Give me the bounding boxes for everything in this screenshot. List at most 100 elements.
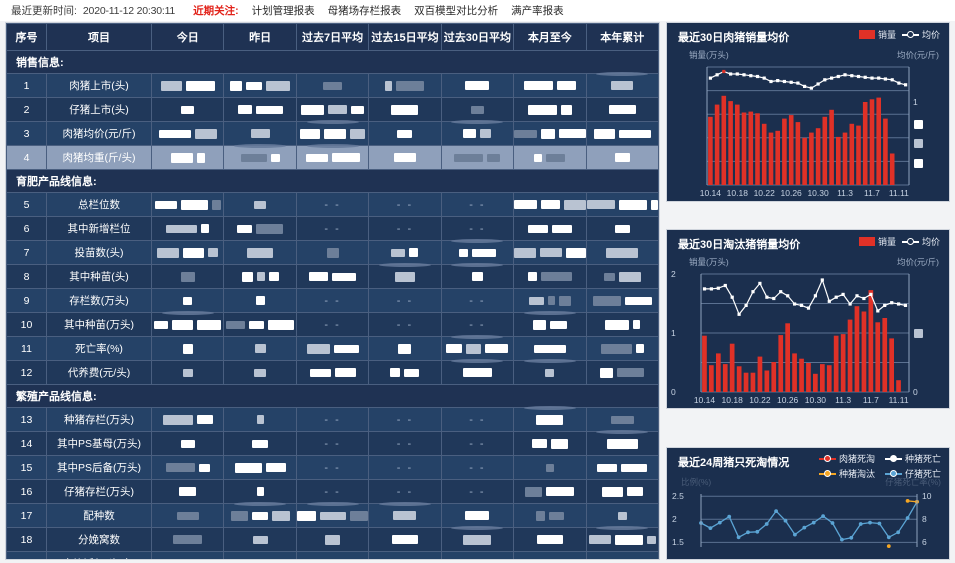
line-marker[interactable] bbox=[744, 303, 748, 307]
line-marker[interactable] bbox=[709, 287, 713, 291]
line-marker[interactable] bbox=[820, 278, 824, 282]
bar[interactable] bbox=[708, 116, 713, 185]
line-marker[interactable] bbox=[903, 303, 908, 307]
bar[interactable] bbox=[741, 112, 747, 186]
table-row[interactable]: 2 仔猪上市(头) bbox=[6, 97, 659, 122]
bar[interactable] bbox=[883, 118, 888, 185]
line-marker[interactable] bbox=[862, 296, 866, 301]
bar[interactable] bbox=[761, 123, 767, 185]
legend-item-avg-price[interactable]: 均价 bbox=[901, 28, 940, 41]
data-point[interactable] bbox=[811, 520, 816, 525]
line-marker[interactable] bbox=[708, 76, 712, 80]
table-row[interactable]: 8 其中种苗(头) bbox=[6, 263, 659, 289]
line-marker[interactable] bbox=[841, 292, 845, 296]
bar[interactable] bbox=[847, 319, 853, 392]
line-marker[interactable] bbox=[749, 74, 753, 78]
line-marker[interactable] bbox=[863, 75, 867, 79]
chart-panel-weekly-mortality[interactable]: 最近24周猪只死淘情况 肉猪死淘 种猪死亡 种猪淘汰 仔猪死亡 bbox=[666, 447, 950, 560]
chart2-plot-area[interactable]: 10.14 10.18 10.22 10.26 10.30 11.3 11.7 11.11 0 1… bbox=[667, 269, 949, 408]
data-point[interactable] bbox=[783, 518, 788, 523]
bar[interactable] bbox=[775, 130, 780, 185]
data-point[interactable] bbox=[886, 535, 891, 540]
bar[interactable] bbox=[889, 338, 894, 392]
bar[interactable] bbox=[750, 372, 756, 392]
line-marker[interactable] bbox=[836, 74, 840, 79]
link-plan-management-report[interactable]: 计划管理报表 bbox=[251, 5, 315, 17]
line-marker[interactable] bbox=[772, 296, 776, 301]
table-row[interactable]: 1 肉猪上市(头) bbox=[6, 72, 659, 98]
line-marker[interactable] bbox=[809, 86, 813, 90]
line-marker[interactable] bbox=[716, 286, 720, 290]
link-sow-farm-inventory-report[interactable]: 母猪场存栏报表 bbox=[327, 5, 402, 17]
bar[interactable] bbox=[795, 122, 801, 185]
data-point[interactable] bbox=[868, 520, 872, 525]
table-row[interactable]: 5 总栏位数 - - - - - - bbox=[6, 192, 659, 217]
line-marker[interactable] bbox=[869, 292, 873, 296]
data-point[interactable] bbox=[905, 499, 910, 503]
bar[interactable] bbox=[854, 306, 860, 392]
data-point[interactable] bbox=[717, 520, 722, 525]
table-row[interactable]: 12 代养费(元/头) bbox=[6, 359, 659, 385]
bar[interactable] bbox=[822, 116, 828, 185]
line-marker[interactable] bbox=[816, 82, 820, 86]
bar[interactable] bbox=[849, 123, 855, 185]
chart-panel-fattening-pig-sales[interactable]: 最近30日肉猪销量均价 销量 均价 销量(万头) 均价(元/斤) 10.14 10… bbox=[666, 22, 950, 202]
line-marker[interactable] bbox=[897, 302, 901, 306]
bar[interactable] bbox=[755, 113, 760, 185]
table-row[interactable]: 14 其中PS基母(万头) - - - - - - bbox=[6, 430, 659, 456]
data-point[interactable] bbox=[896, 530, 901, 535]
table-row[interactable]: 4 肉猪均重(斤/头) bbox=[6, 144, 659, 170]
line-marker[interactable] bbox=[897, 81, 901, 85]
bar[interactable] bbox=[833, 335, 839, 392]
legend-item-sales-volume[interactable]: 销量 bbox=[858, 235, 896, 248]
line-marker[interactable] bbox=[856, 74, 861, 79]
chart1-plot-area[interactable]: 10.14 10.18 10.22 10.26 10.30 11.3 11.7 11.11 1 bbox=[667, 63, 949, 201]
bar[interactable] bbox=[842, 132, 848, 185]
bar[interactable] bbox=[736, 366, 742, 392]
line-marker[interactable] bbox=[755, 74, 760, 79]
metrics-table-panel[interactable]: 序号 项目 今日 昨日 过去7日平均 过去15日平均 过去30日平均 本月至今 … bbox=[5, 22, 660, 560]
table-row[interactable]: 16 仔猪存栏(万头) - - - - - - bbox=[6, 479, 659, 504]
table-row[interactable]: 7 投苗数(头) bbox=[6, 239, 659, 265]
line-marker[interactable] bbox=[786, 294, 790, 298]
bar[interactable] bbox=[764, 370, 770, 393]
data-point[interactable] bbox=[849, 535, 854, 540]
line-marker[interactable] bbox=[830, 76, 834, 80]
bar[interactable] bbox=[714, 104, 720, 185]
table-row[interactable]: 19窝均活仔(头/窝) bbox=[6, 551, 659, 559]
table-row[interactable]: 13 种猪存栏(万头) - - - - - - bbox=[6, 406, 659, 432]
line-marker[interactable] bbox=[702, 287, 707, 291]
line-marker[interactable] bbox=[834, 295, 838, 299]
data-point[interactable] bbox=[830, 521, 835, 525]
line-marker[interactable] bbox=[848, 302, 852, 306]
line-marker[interactable] bbox=[765, 295, 769, 299]
line-marker[interactable] bbox=[730, 295, 734, 299]
line-marker[interactable] bbox=[890, 78, 894, 82]
bar[interactable] bbox=[702, 335, 707, 392]
bar[interactable] bbox=[729, 343, 735, 392]
table-row[interactable]: 10 其中种苗(万头) - - - - - - bbox=[6, 311, 659, 337]
table-row[interactable]: 15 其中PS后备(万头) - - - - - - bbox=[6, 455, 659, 480]
bar[interactable] bbox=[840, 334, 846, 392]
data-point[interactable] bbox=[905, 516, 910, 520]
line-marker[interactable] bbox=[890, 301, 894, 305]
link-double-hundred-model-analysis[interactable]: 双百模型对比分析 bbox=[414, 5, 499, 17]
bar[interactable] bbox=[757, 356, 763, 392]
line-marker[interactable] bbox=[735, 72, 739, 76]
bar[interactable] bbox=[785, 323, 790, 392]
line-marker[interactable] bbox=[751, 290, 755, 294]
bar[interactable] bbox=[788, 115, 794, 185]
line-marker[interactable] bbox=[877, 76, 881, 80]
data-point[interactable] bbox=[858, 522, 863, 526]
data-point[interactable] bbox=[793, 532, 797, 537]
data-point[interactable] bbox=[821, 514, 825, 518]
table-row[interactable]: 3 肉猪均价(元/斤) bbox=[6, 120, 659, 146]
bar[interactable] bbox=[815, 128, 821, 185]
bar[interactable] bbox=[861, 311, 867, 393]
line-marker[interactable] bbox=[843, 73, 847, 77]
bar[interactable] bbox=[813, 373, 818, 392]
line-marker[interactable] bbox=[883, 303, 887, 307]
line-marker[interactable] bbox=[715, 73, 719, 77]
bar[interactable] bbox=[836, 136, 841, 185]
line-marker[interactable] bbox=[742, 73, 746, 77]
